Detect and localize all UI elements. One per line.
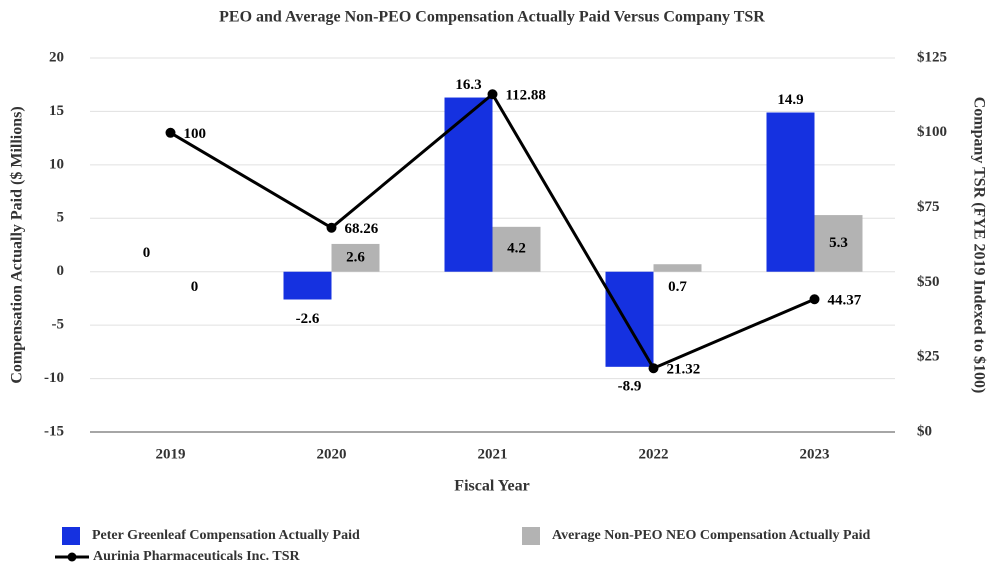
y2-tick-label: $75 [917, 199, 940, 215]
data-label: 68.26 [345, 221, 379, 237]
y2-tick-label: $25 [917, 349, 940, 365]
data-label: -2.6 [296, 311, 320, 327]
data-label: 112.88 [506, 88, 546, 104]
data-label: 4.2 [507, 241, 526, 257]
y-tick-label: 5 [57, 210, 65, 226]
x-tick-label: 2022 [639, 446, 669, 462]
bar [444, 97, 493, 272]
x-tick-label: 2021 [478, 446, 508, 462]
tsr-point [326, 222, 337, 233]
tsr-point [809, 294, 820, 305]
y-tick-label: 20 [49, 49, 64, 65]
y2-tick-label: $125 [917, 49, 947, 65]
tsr-point [165, 127, 176, 138]
y-tick-label: 15 [49, 103, 64, 119]
bar [766, 112, 815, 272]
legend-label: Average Non-PEO NEO Compensation Actuall… [552, 528, 870, 543]
x-tick-label: 2020 [317, 446, 347, 462]
data-label: 5.3 [829, 235, 848, 251]
data-label: 0 [191, 279, 199, 295]
legend-label: Peter Greenleaf Compensation Actually Pa… [92, 528, 360, 543]
y2-tick-label: $0 [917, 423, 932, 439]
x-axis-label: Fiscal Year [454, 478, 529, 495]
bar [653, 264, 702, 272]
legend-swatch [67, 552, 77, 562]
bar [331, 243, 380, 272]
data-label: 2.6 [346, 249, 365, 265]
tsr-point [648, 363, 659, 374]
data-label: -8.9 [618, 378, 642, 394]
x-tick-label: 2019 [156, 446, 186, 462]
data-label: 100 [184, 126, 207, 142]
data-label: 21.32 [667, 362, 701, 378]
y-tick-label: -15 [44, 423, 64, 439]
y-tick-label: -10 [44, 370, 64, 386]
data-label: 0.7 [668, 279, 687, 295]
legend-label: Aurinia Pharmaceuticals Inc. TSR [93, 549, 301, 564]
y-tick-label: -5 [52, 317, 65, 333]
legend-swatch [522, 527, 540, 545]
legend-swatch [62, 527, 80, 545]
y-tick-label: 0 [57, 263, 65, 279]
bar [814, 215, 863, 272]
bar [283, 271, 332, 300]
x-tick-label: 2023 [800, 446, 830, 462]
tsr-point [487, 89, 498, 100]
bar [492, 226, 541, 272]
bar [605, 271, 654, 367]
y2-tick-label: $100 [917, 124, 947, 140]
y2-tick-label: $50 [917, 274, 940, 290]
chart-title: PEO and Average Non-PEO Compensation Act… [219, 9, 765, 26]
data-label: 14.9 [777, 92, 803, 108]
data-label: 0 [143, 245, 151, 261]
y-axis-label: Compensation Actually Paid ($ Millions) [9, 106, 26, 383]
y-tick-label: 10 [49, 156, 64, 172]
y2-axis-label: Company TSR (FYE 2019 Indexed to $100) [970, 97, 987, 394]
data-label: 16.3 [455, 77, 481, 93]
data-label: 44.37 [828, 293, 862, 309]
